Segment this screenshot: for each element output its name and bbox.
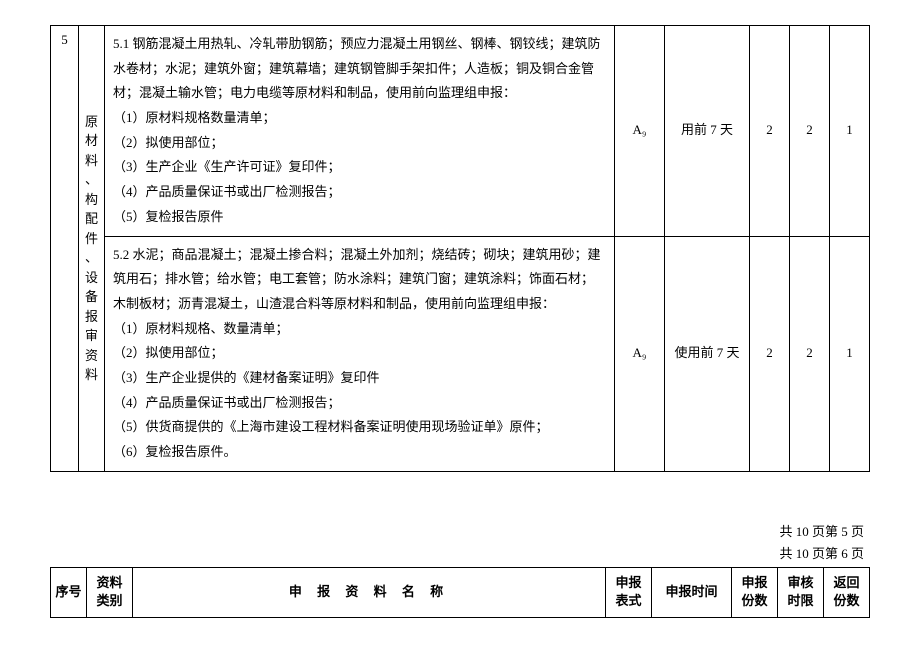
header-return: 返回份数 xyxy=(824,568,870,617)
header-seq: 序号 xyxy=(51,568,87,617)
row2-review: 2 xyxy=(790,236,830,471)
header-table: 序号 资料类别 申 报 资 料 名 称 申报表式 申报时间 申报份数 审核时限 … xyxy=(50,567,870,617)
row2-time: 使用前 7 天 xyxy=(665,236,750,471)
header-time: 申报时间 xyxy=(652,568,732,617)
header-category: 资料类别 xyxy=(87,568,133,617)
page-info-2: 共 10 页第 6 页 xyxy=(50,544,870,565)
row1-review: 2 xyxy=(790,26,830,237)
page-info-1: 共 10 页第 5 页 xyxy=(50,522,870,543)
header-form: 申报表式 xyxy=(606,568,652,617)
row1-copies: 2 xyxy=(750,26,790,237)
row2-copies: 2 xyxy=(750,236,790,471)
main-data-table: 5 原材料、构配件、设备报审资料 5.1 钢筋混凝土用热轧、冷轧带肋钢筋；预应力… xyxy=(50,25,870,472)
seq-cell: 5 xyxy=(51,26,79,472)
header-name: 申 报 资 料 名 称 xyxy=(133,568,606,617)
header-copies: 申报份数 xyxy=(732,568,778,617)
header-review: 审核时限 xyxy=(778,568,824,617)
row1-time: 用前 7 天 xyxy=(665,26,750,237)
row2-content: 5.2 水泥；商品混凝土；混凝土掺合料；混凝土外加剂；烧结砖；砌块；建筑用砂；建… xyxy=(105,236,615,471)
row2-return: 1 xyxy=(830,236,870,471)
category-cell: 原材料、构配件、设备报审资料 xyxy=(79,26,105,472)
row1-content: 5.1 钢筋混凝土用热轧、冷轧带肋钢筋；预应力混凝土用钢丝、钢棒、钢铰线；建筑防… xyxy=(105,26,615,237)
row1-return: 1 xyxy=(830,26,870,237)
row1-form: A₉ xyxy=(615,26,665,237)
row2-form: A₉ xyxy=(615,236,665,471)
